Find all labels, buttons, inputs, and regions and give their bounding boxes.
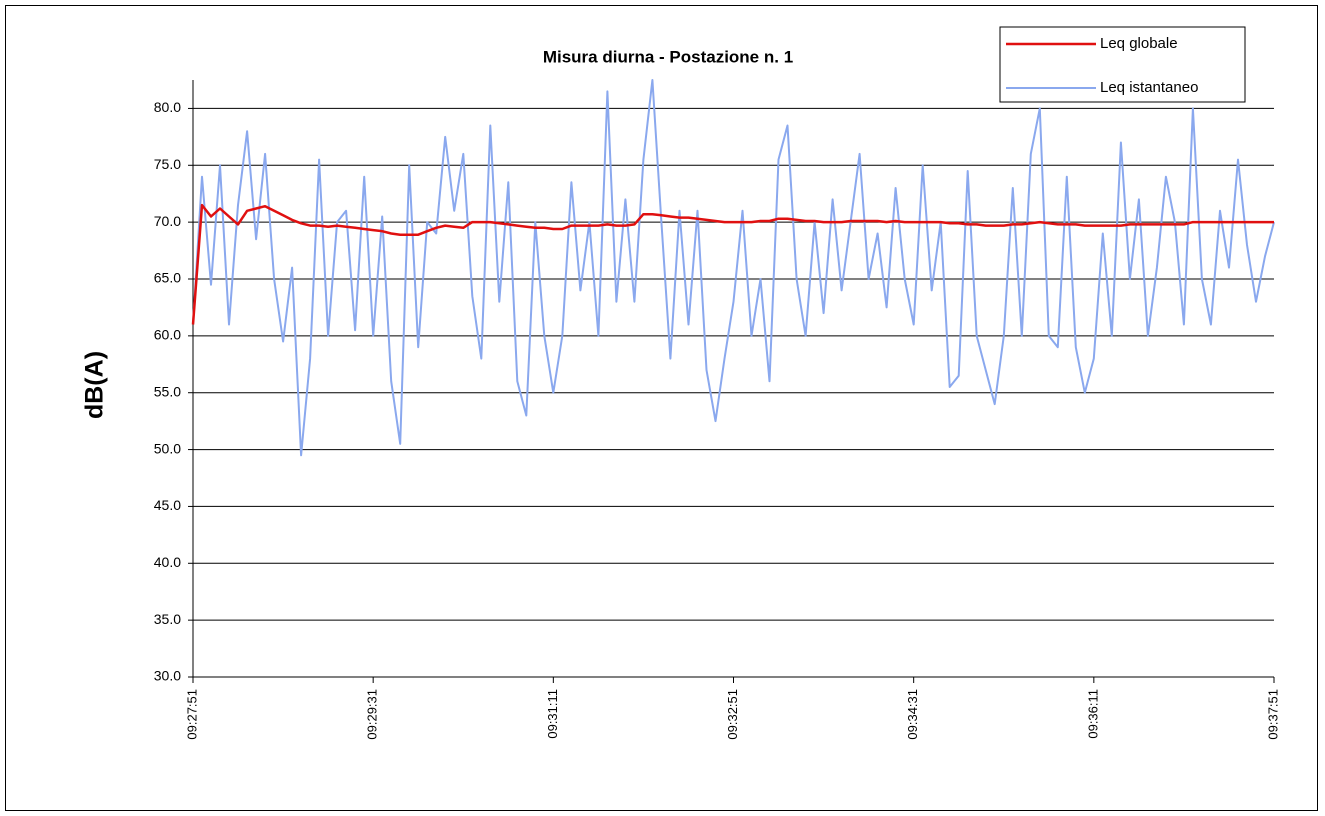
y-tick-label: 65.0 xyxy=(154,270,181,286)
series-line xyxy=(191,203,1274,325)
y-tick-label: 50.0 xyxy=(154,440,181,456)
chart-title: Misura diurna - Postazione n. 1 xyxy=(543,47,793,66)
series-line xyxy=(192,79,1275,457)
y-tick-label: 45.0 xyxy=(154,497,181,513)
y-tick-label: 70.0 xyxy=(154,213,181,229)
x-tick-label: 09:32:51 xyxy=(725,689,740,740)
y-tick-label: 60.0 xyxy=(154,327,181,343)
y-tick-label: 35.0 xyxy=(154,611,181,627)
y-tick-label: 30.0 xyxy=(154,668,181,684)
legend-label: Leq globale xyxy=(1100,35,1178,52)
x-tick-label: 09:37:51 xyxy=(1265,689,1280,740)
y-tick-label: 55.0 xyxy=(154,383,181,399)
y-tick-label: 75.0 xyxy=(154,156,181,172)
x-tick-label: 09:36:11 xyxy=(1085,689,1100,739)
y-tick-label: 80.0 xyxy=(154,99,181,115)
x-tick-label: 09:27:51 xyxy=(184,689,199,740)
chart-border xyxy=(5,5,1318,811)
y-tick-label: 40.0 xyxy=(154,554,181,570)
legend-box xyxy=(999,26,1246,103)
x-tick-label: 09:34:31 xyxy=(905,689,920,740)
x-tick-label: 09:29:31 xyxy=(365,689,380,740)
legend-label: Leq istantaneo xyxy=(1100,79,1198,96)
y-axis-label: dB(A) xyxy=(81,351,109,419)
x-tick-label: 09:31:11 xyxy=(545,689,560,739)
